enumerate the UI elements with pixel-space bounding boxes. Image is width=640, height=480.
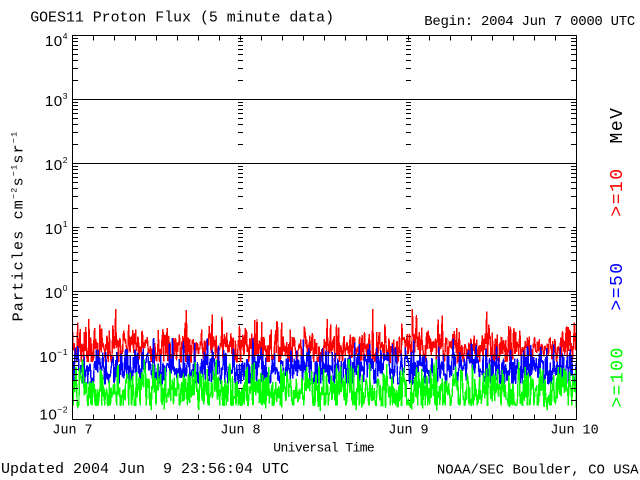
svg-text:Particles cm−2s−1sr−1: Particles cm−2s−1sr−1 (10, 131, 28, 322)
svg-text:>=100: >=100 (609, 346, 629, 408)
svg-text:>=10: >=10 (608, 167, 628, 216)
svg-text:Jun 9: Jun 9 (388, 424, 428, 439)
svg-text:MeV: MeV (608, 107, 628, 144)
svg-text:102: 102 (45, 155, 68, 174)
svg-text:Universal Time: Universal Time (273, 441, 374, 456)
svg-text:103: 103 (45, 91, 68, 110)
svg-text:Jun 8: Jun 8 (220, 424, 260, 439)
svg-text:100: 100 (45, 283, 68, 302)
svg-text:Updated 2004 Jun 9 23:56:04 U: Updated 2004 Jun 9 23:56:04 UTC (1, 461, 289, 478)
svg-text:GOES11 Proton Flux (5 minute d: GOES11 Proton Flux (5 minute data) (30, 11, 334, 27)
svg-text:Jun 10: Jun 10 (550, 424, 598, 439)
svg-text:101: 101 (45, 219, 68, 238)
svg-text:Begin: 2004 Jun 7 0000 UTC: Begin: 2004 Jun 7 0000 UTC (424, 14, 635, 30)
svg-text:104: 104 (45, 31, 68, 50)
svg-text:Jun 7: Jun 7 (52, 424, 92, 439)
svg-text:>=50: >=50 (608, 261, 628, 310)
svg-text:NOAA/SEC Boulder, CO USA: NOAA/SEC Boulder, CO USA (437, 463, 639, 479)
